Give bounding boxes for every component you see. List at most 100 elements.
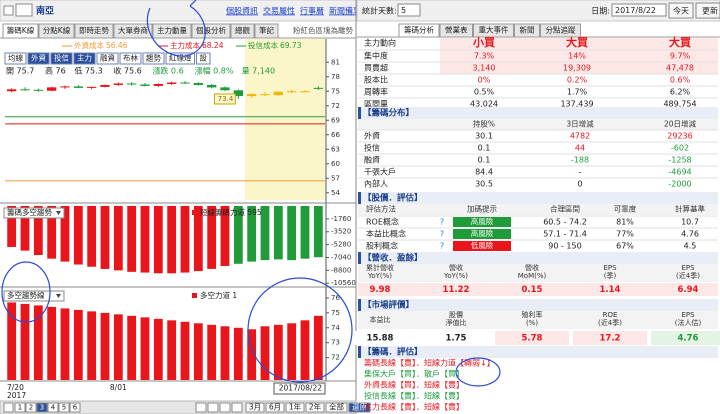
indicator-button-label[interactable]: 均線 [8,53,23,63]
page-prev[interactable] [3,402,14,413]
indicator-button[interactable] [27,52,50,65]
range-label[interactable]: 2年 [309,402,322,412]
tab-label[interactable]: 個股分析 [196,25,226,35]
range-label[interactable]: 3月 [249,403,261,412]
cell: 4.5 [684,242,697,251]
zoom-button[interactable] [207,402,219,413]
indicator-select[interactable] [3,290,65,302]
cell: 6.2% [670,88,691,97]
page-button[interactable] [14,402,26,413]
toolbar-link[interactable]: 新聞備忘 [329,6,361,16]
range-label[interactable]: 6月 [269,403,281,412]
days-select[interactable] [397,3,421,17]
column-header: 可靠度 [614,204,637,214]
indicator-button-label[interactable]: 融資 [100,53,115,63]
indicator-button[interactable] [196,52,211,65]
cell: 14% [568,52,586,61]
tab-label[interactable]: 分點K線 [43,25,71,35]
zoom-button[interactable] [195,402,207,413]
bar [273,324,283,380]
indicator-select[interactable] [3,207,65,219]
right-tab-label[interactable]: 分點追蹤 [546,25,576,35]
page-label[interactable]: 4 [51,404,56,412]
range-label[interactable]: 還原 [352,402,367,412]
zoom-button[interactable] [219,402,231,413]
tab-label[interactable]: 籌碼K線 [7,25,35,35]
indicator-button[interactable] [96,52,119,65]
indicator-button[interactable] [50,52,73,65]
cell: 1.75 [446,334,467,344]
indicator-button-label[interactable]: 設 [200,53,208,63]
tab-label[interactable]: 大單券商 [118,25,148,35]
indicator-button-label[interactable]: 布林 [123,53,138,63]
range-button[interactable] [305,402,325,413]
candle-body [273,91,283,96]
zoom-button[interactable] [231,402,243,413]
indicator-button-label[interactable]: 紅綠燈 [169,53,192,63]
checkbox[interactable] [3,5,14,16]
bar [287,323,297,380]
page-label[interactable]: 6 [73,404,78,412]
section-title: 【股價．評估】 [363,193,423,204]
indicator-button[interactable] [119,52,142,65]
risk-label: 高風險 [471,228,494,238]
page-button[interactable] [58,402,70,413]
y-tick-label: -10560 [331,279,356,287]
indicator-button[interactable] [73,52,96,65]
today-button[interactable] [668,2,694,19]
page-label[interactable]: 3 [40,404,44,412]
toolbar-link[interactable]: 行事曆 [300,6,324,16]
range-button[interactable] [285,402,305,413]
column-header: (法人估) [675,318,702,327]
right-tab-label[interactable]: 營業表 [445,25,468,35]
page-button[interactable] [47,402,59,413]
help-icon[interactable]: ? [440,230,444,239]
help-icon[interactable]: ? [440,218,444,227]
range-button[interactable] [348,402,371,413]
toolbar-link[interactable]: 交易屬性 [263,6,295,16]
page-button[interactable] [25,402,37,413]
indicator-button[interactable] [142,52,165,65]
toolbar-link[interactable]: 個股資訊 [226,6,258,16]
indicator-select-label[interactable]: 多空趨勢線 [7,290,45,300]
column-header: (季) [604,271,617,280]
tab-label[interactable]: 筆記 [259,25,274,35]
indicator-button-label[interactable]: 投信 [54,53,69,63]
tab-label[interactable]: 主力動量 [157,25,187,35]
range-button[interactable] [245,402,265,413]
page-button[interactable] [69,402,81,413]
right-tab-label[interactable]: 重大事件 [479,25,509,35]
indicator-button[interactable] [165,52,195,65]
range-label[interactable]: 全部 [329,402,344,412]
refresh-label[interactable]: 更新 [702,6,718,16]
risk-label: 高風險 [471,216,494,226]
right-tab-label[interactable]: 新聞 [520,25,535,35]
help-icon[interactable]: ? [440,242,444,251]
tab-label[interactable]: 即時走勢 [79,25,109,35]
indicator-select-label[interactable]: 籌碼多空趨勢 [7,207,52,217]
range-button[interactable] [325,402,348,413]
range-button[interactable] [265,402,285,413]
date-value[interactable]: 2017/8/22 [615,6,656,15]
pink-cells [440,38,718,74]
indicator-button[interactable] [4,52,27,65]
page-button[interactable] [36,402,48,413]
page-label[interactable]: 1 [18,404,22,412]
days-value[interactable]: 5 [401,6,406,15]
value-cell [651,331,720,345]
indicator-button-label[interactable]: 趨勢 [146,53,161,63]
page-label[interactable]: 5 [62,404,66,412]
refresh-button[interactable] [695,2,720,19]
tab-label[interactable]: 總觀 [235,25,250,35]
range-label[interactable]: 1年 [289,402,302,412]
bar [167,206,177,274]
indicator-button-label[interactable]: 外資 [31,53,46,63]
section-header [358,299,718,311]
stock-select[interactable] [15,3,33,17]
today-label[interactable]: 今天 [673,6,689,16]
date-input[interactable] [611,3,667,17]
page-label[interactable]: 2 [29,404,33,412]
candle-body [100,84,110,87]
right-tab-label[interactable]: 籌碼分析 [404,25,434,35]
indicator-button-label[interactable]: 主力 [77,53,92,63]
